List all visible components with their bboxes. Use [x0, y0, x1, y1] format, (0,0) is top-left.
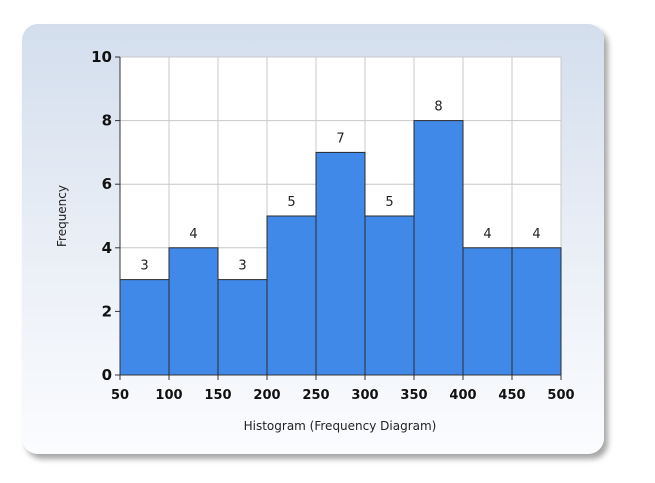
histogram-bar — [413, 120, 464, 376]
x-tick-label: 50 — [111, 388, 129, 403]
data-label: 5 — [287, 195, 295, 210]
histogram-bar — [217, 279, 268, 376]
y-tick-label: 2 — [102, 302, 112, 320]
x-tick-label: 500 — [547, 388, 574, 403]
x-tick-label: 100 — [155, 388, 182, 403]
histogram-bar — [168, 247, 219, 376]
axes: 0 2 4 6 8 10 50 100 150 200 250 300 350 400 450 500 — [91, 48, 574, 403]
x-tick-label: 150 — [204, 388, 231, 403]
data-label: 7 — [336, 131, 344, 146]
y-tick-label: 6 — [102, 175, 112, 193]
data-label: 3 — [238, 259, 246, 274]
data-label: 4 — [483, 227, 491, 242]
x-tick-label: 250 — [302, 388, 329, 403]
y-axis-title: Frequency — [55, 185, 69, 247]
histogram-bar — [364, 215, 415, 376]
data-label: 5 — [385, 195, 393, 210]
y-tick-label: 4 — [102, 239, 112, 257]
data-labels: 3 4 3 5 7 5 8 4 4 — [140, 100, 540, 274]
histogram-bar — [119, 279, 170, 376]
histogram-bar — [315, 151, 366, 376]
x-axis-title: Histogram (Frequency Diagram) — [244, 419, 437, 433]
y-tick-label: 0 — [102, 366, 112, 384]
data-label: 8 — [434, 100, 442, 115]
y-tick-label: 10 — [91, 48, 112, 66]
x-tick-label: 300 — [351, 388, 378, 403]
histogram-bar — [511, 247, 562, 376]
x-tick-label: 350 — [400, 388, 427, 403]
x-tick-label: 450 — [498, 388, 525, 403]
data-label: 4 — [189, 227, 197, 242]
bars — [119, 120, 562, 376]
x-tick-label: 200 — [253, 388, 280, 403]
data-label: 3 — [140, 259, 148, 274]
y-tick-label: 8 — [102, 112, 112, 130]
data-label: 4 — [532, 227, 540, 242]
histogram-bar — [266, 215, 317, 376]
x-tick-label: 400 — [449, 388, 476, 403]
histogram-bar — [462, 247, 513, 376]
